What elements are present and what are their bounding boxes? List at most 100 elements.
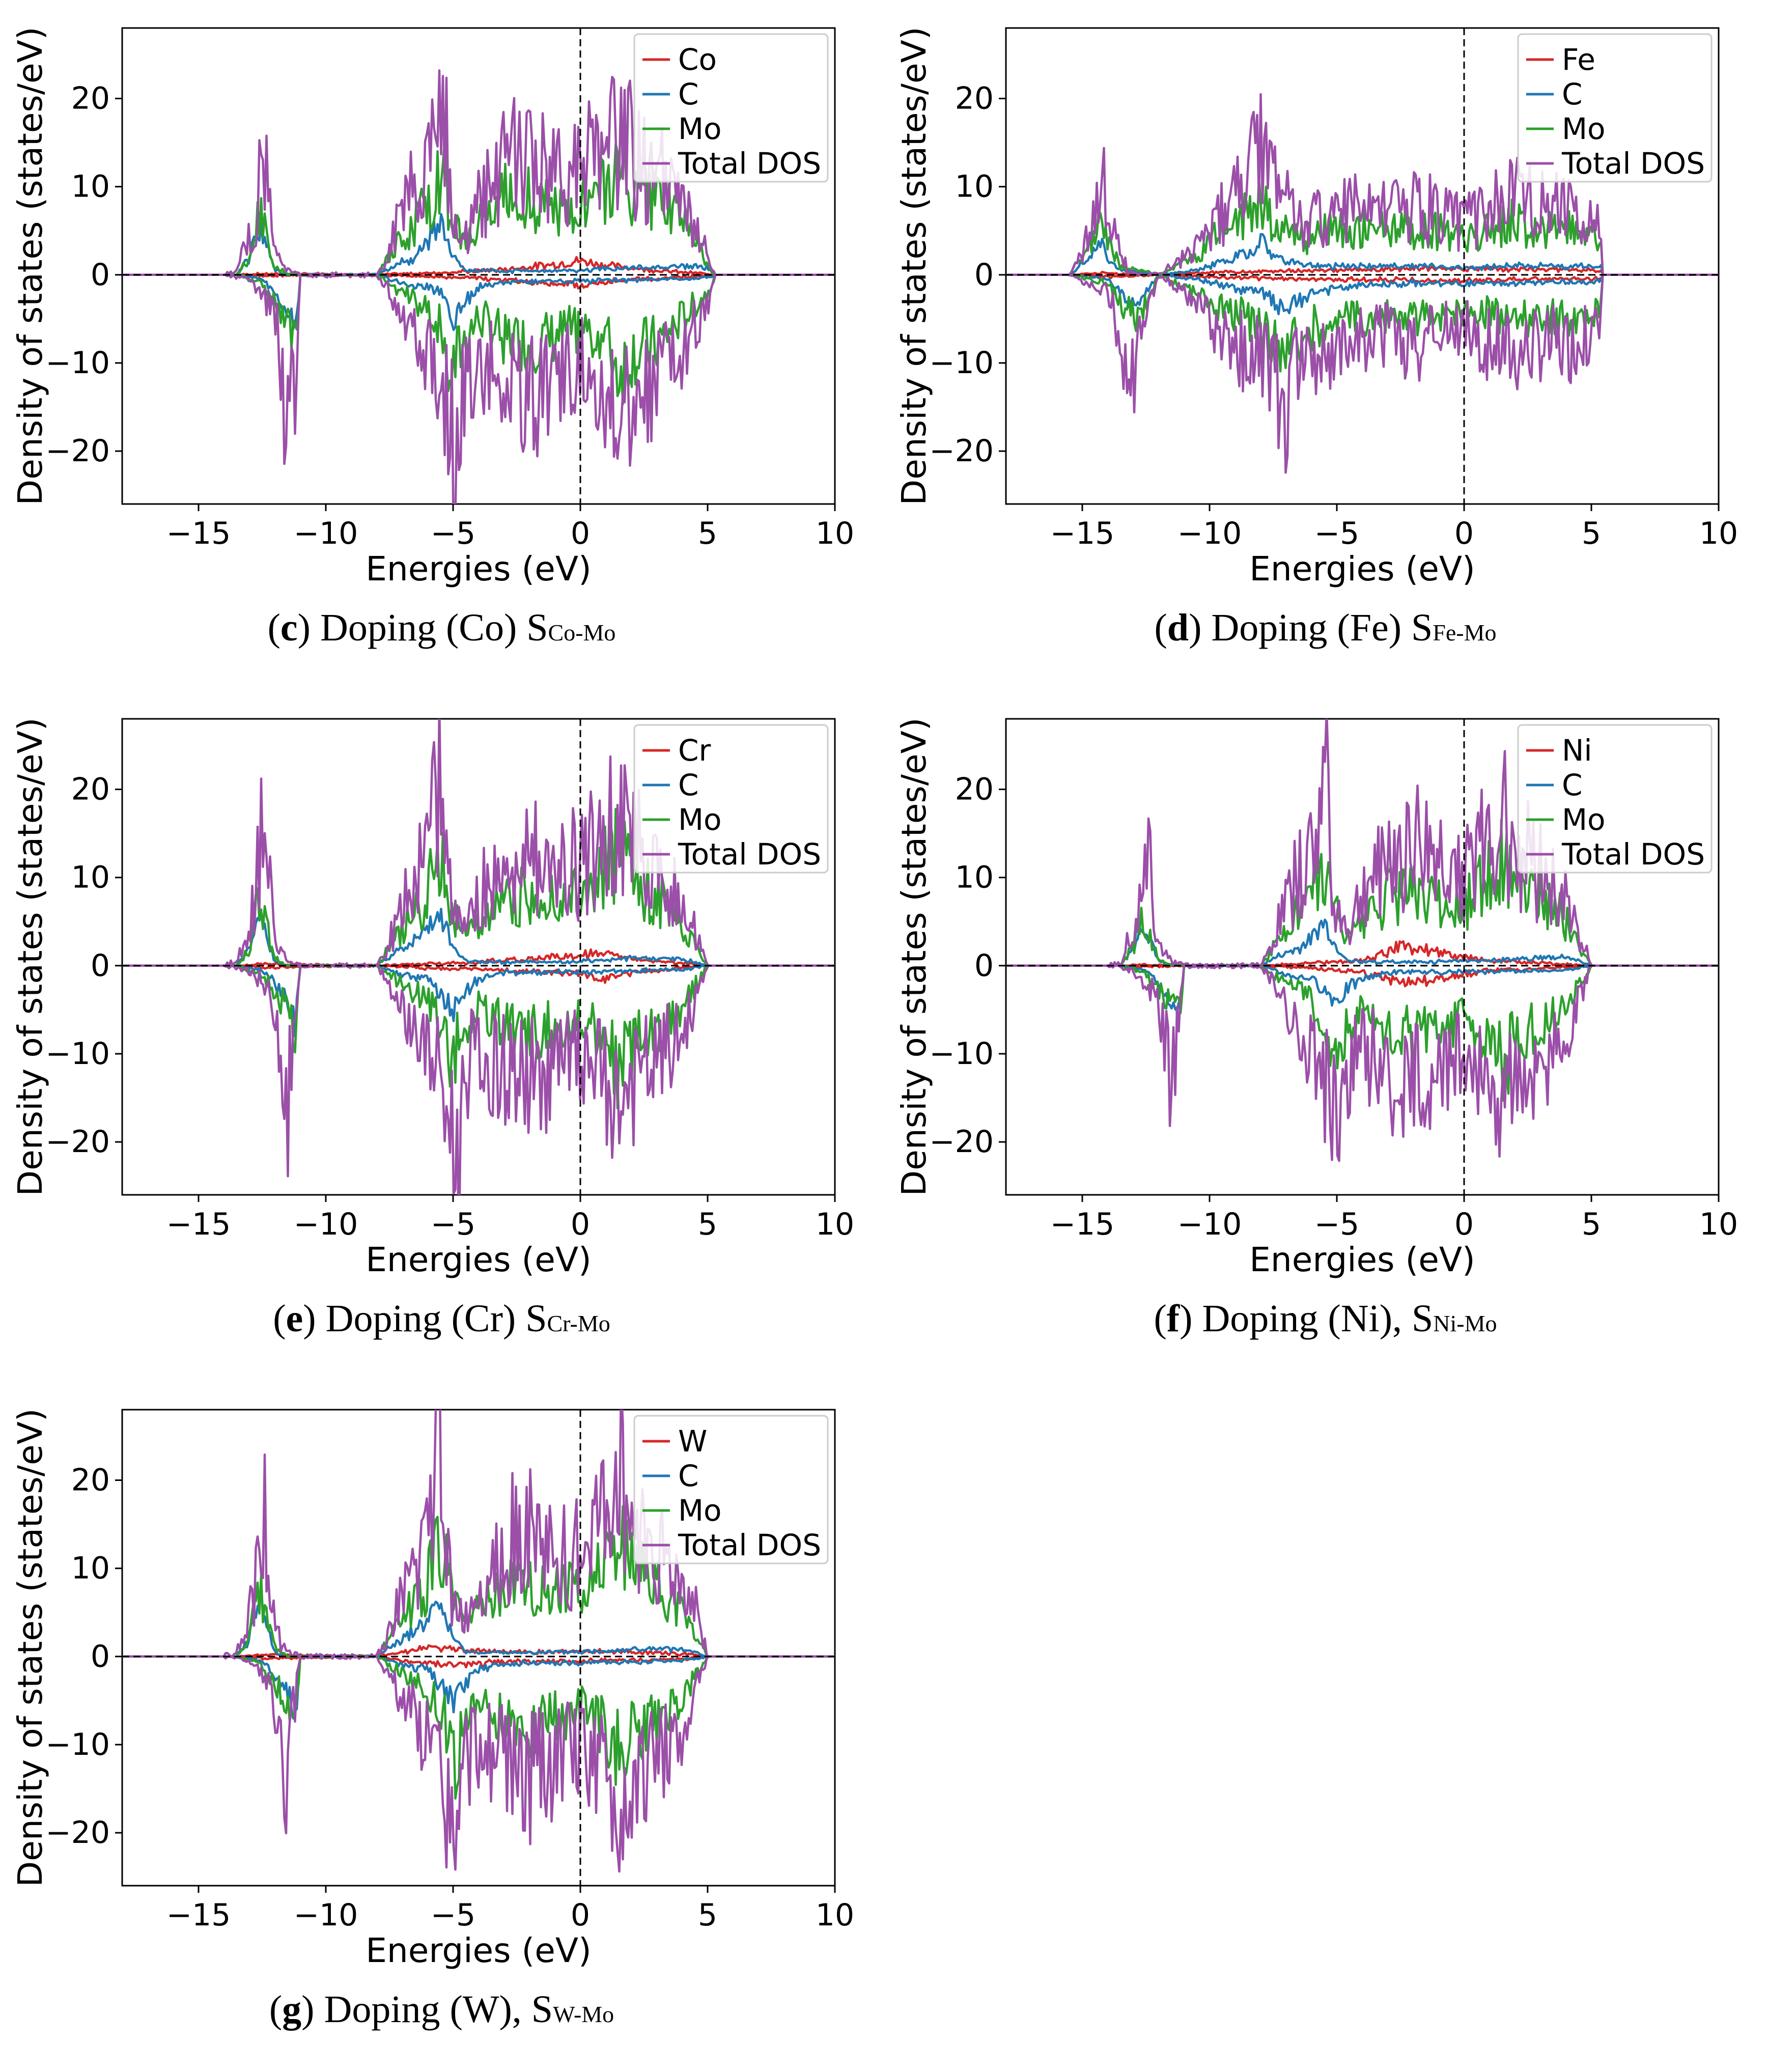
y-tick-label: 0 xyxy=(91,1639,110,1674)
y-tick-label: 20 xyxy=(955,772,994,807)
x-tick-label: 0 xyxy=(1454,1207,1474,1242)
y-tick-label: 10 xyxy=(71,1551,110,1586)
y-tick-label: 20 xyxy=(71,772,110,807)
series-c-spin-up-line xyxy=(1006,233,1719,276)
dos-panel-f: −15 −10 −5 0 5 10 −20 −10 0 10 20 Energies (eV) Dens… xyxy=(884,691,1767,1381)
y-tick-label: −20 xyxy=(45,433,110,469)
legend-box xyxy=(633,1415,829,1564)
legend-label-co: Co xyxy=(678,42,717,77)
plot-area xyxy=(1006,719,1719,1195)
y-tick-label: 10 xyxy=(955,169,994,205)
y-tick-label: −10 xyxy=(929,1036,994,1072)
x-tick-label: 0 xyxy=(571,516,590,551)
legend-label-c: C xyxy=(1562,768,1583,802)
plot-area xyxy=(1006,28,1719,504)
y-tick-label: −10 xyxy=(929,345,994,381)
plot-frame xyxy=(121,718,836,1196)
y-tick-label: 10 xyxy=(71,169,110,205)
y-tick-label: 0 xyxy=(91,257,110,293)
legend-label-mo: Mo xyxy=(1562,802,1606,837)
x-tick-label: −5 xyxy=(1314,516,1359,551)
legend-label-total-dos: Total DOS xyxy=(1561,837,1705,872)
series-total-dos-spin-down-line xyxy=(1006,273,1719,474)
legend-box xyxy=(1517,33,1713,183)
plot-area xyxy=(122,1410,835,1886)
caption-g: (g) Doping (W), SW-Mo xyxy=(269,1988,614,2031)
legend-label-total-dos: Total DOS xyxy=(678,837,821,872)
dos-panel-c: −15 −10 −5 0 5 10 −20 −10 0 10 20 Energies (eV) Dens… xyxy=(0,0,883,690)
dos-chart-c: −15 −10 −5 0 5 10 −20 −10 0 10 20 Energies (eV) Dens… xyxy=(11,26,854,589)
caption-c: (c) Doping (Co) SCo-Mo xyxy=(267,606,616,649)
x-tick-label: 10 xyxy=(816,516,854,551)
y-axis-label: Density of states (states/eV) xyxy=(894,26,934,505)
legend-label-mo: Mo xyxy=(678,111,722,146)
x-tick-label: −5 xyxy=(1314,1207,1359,1242)
y-tick-label: −20 xyxy=(45,1815,110,1851)
x-tick-label: −5 xyxy=(431,516,475,551)
x-tick-label: 5 xyxy=(1582,1207,1601,1242)
y-tick-label: 20 xyxy=(71,81,110,117)
x-tick-label: 5 xyxy=(698,516,717,551)
x-tick-label: 10 xyxy=(1699,1207,1738,1242)
legend-label-cr: Cr xyxy=(678,733,711,768)
x-tick-label: −15 xyxy=(1050,516,1115,551)
y-tick-label: −10 xyxy=(45,1727,110,1762)
caption-d: (d) Doping (Fe) SFe-Mo xyxy=(1154,606,1497,649)
x-tick-label: 0 xyxy=(1454,516,1474,551)
legend-label-c: C xyxy=(1562,77,1583,111)
legend-label-c: C xyxy=(678,77,699,111)
dos-chart-f: −15 −10 −5 0 5 10 −20 −10 0 10 20 Energies (eV) Dens… xyxy=(894,717,1738,1279)
dos-panel-d: −15 −10 −5 0 5 10 −20 −10 0 10 20 Energies (eV) Dens… xyxy=(884,0,1767,690)
dos-panel-e: −15 −10 −5 0 5 10 −20 −10 0 10 20 Energies (eV) Dens… xyxy=(0,691,883,1381)
x-tick-label: 5 xyxy=(698,1897,717,1933)
x-tick-label: 5 xyxy=(698,1207,717,1242)
legend-label-total-dos: Total DOS xyxy=(678,146,821,181)
plot-area xyxy=(122,719,835,1195)
y-axis-label: Density of states (states/eV) xyxy=(11,1408,50,1887)
x-tick-label: 0 xyxy=(571,1207,590,1242)
series-fe-spin-up-line xyxy=(1006,264,1719,276)
x-tick-label: 10 xyxy=(816,1207,854,1242)
x-tick-label: 10 xyxy=(1699,516,1738,551)
x-tick-label: −5 xyxy=(431,1897,475,1933)
caption-f: (f) Doping (Ni), SNi-Mo xyxy=(1154,1297,1497,1340)
y-tick-label: −20 xyxy=(929,1124,994,1160)
x-axis-label: Energies (eV) xyxy=(1249,1240,1475,1279)
dos-chart-g: −15 −10 −5 0 5 10 −20 −10 0 10 20 Energies (eV) Dens… xyxy=(11,1408,854,1970)
x-tick-label: −10 xyxy=(294,516,358,551)
plot-frame xyxy=(1005,718,1720,1196)
x-axis-label: Energies (eV) xyxy=(366,1240,592,1279)
x-tick-label: −15 xyxy=(166,516,231,551)
y-tick-label: 0 xyxy=(974,948,994,984)
x-tick-label: −15 xyxy=(166,1897,231,1933)
legend-box xyxy=(633,33,829,183)
x-tick-label: 0 xyxy=(571,1897,590,1933)
series-c-spin-down-line xyxy=(1006,273,1719,316)
series-fe-spin-down-line xyxy=(1006,273,1719,285)
y-tick-label: 20 xyxy=(71,1463,110,1498)
x-axis-label: Energies (eV) xyxy=(1249,549,1475,589)
series-c-spin-down-line xyxy=(122,1655,835,1720)
x-tick-label: −5 xyxy=(431,1207,475,1242)
series-total-dos-spin-up-line xyxy=(1006,93,1719,276)
x-axis-label: Energies (eV) xyxy=(366,549,592,589)
y-tick-label: 0 xyxy=(974,257,994,293)
plot-frame xyxy=(121,27,836,505)
y-tick-label: 10 xyxy=(71,860,110,895)
legend-label-c: C xyxy=(678,768,699,802)
caption-e: (e) Doping (Cr) SCr-Mo xyxy=(273,1297,610,1340)
x-axis-label: Energies (eV) xyxy=(366,1931,592,1970)
legend-label-total-dos: Total DOS xyxy=(1561,146,1705,181)
y-tick-label: 20 xyxy=(955,81,994,117)
y-tick-label: −10 xyxy=(45,1036,110,1072)
y-tick-label: 0 xyxy=(91,948,110,984)
legend-label-mo: Mo xyxy=(1562,111,1606,146)
x-tick-label: −10 xyxy=(1177,1207,1242,1242)
x-tick-label: −15 xyxy=(1050,1207,1115,1242)
plot-frame xyxy=(1005,27,1720,505)
y-axis-label: Density of states (states/eV) xyxy=(894,717,934,1196)
y-axis-label: Density of states (states/eV) xyxy=(11,26,50,505)
legend-label-mo: Mo xyxy=(678,1493,722,1528)
plot-frame xyxy=(121,1409,836,1887)
plot-area xyxy=(122,28,835,504)
